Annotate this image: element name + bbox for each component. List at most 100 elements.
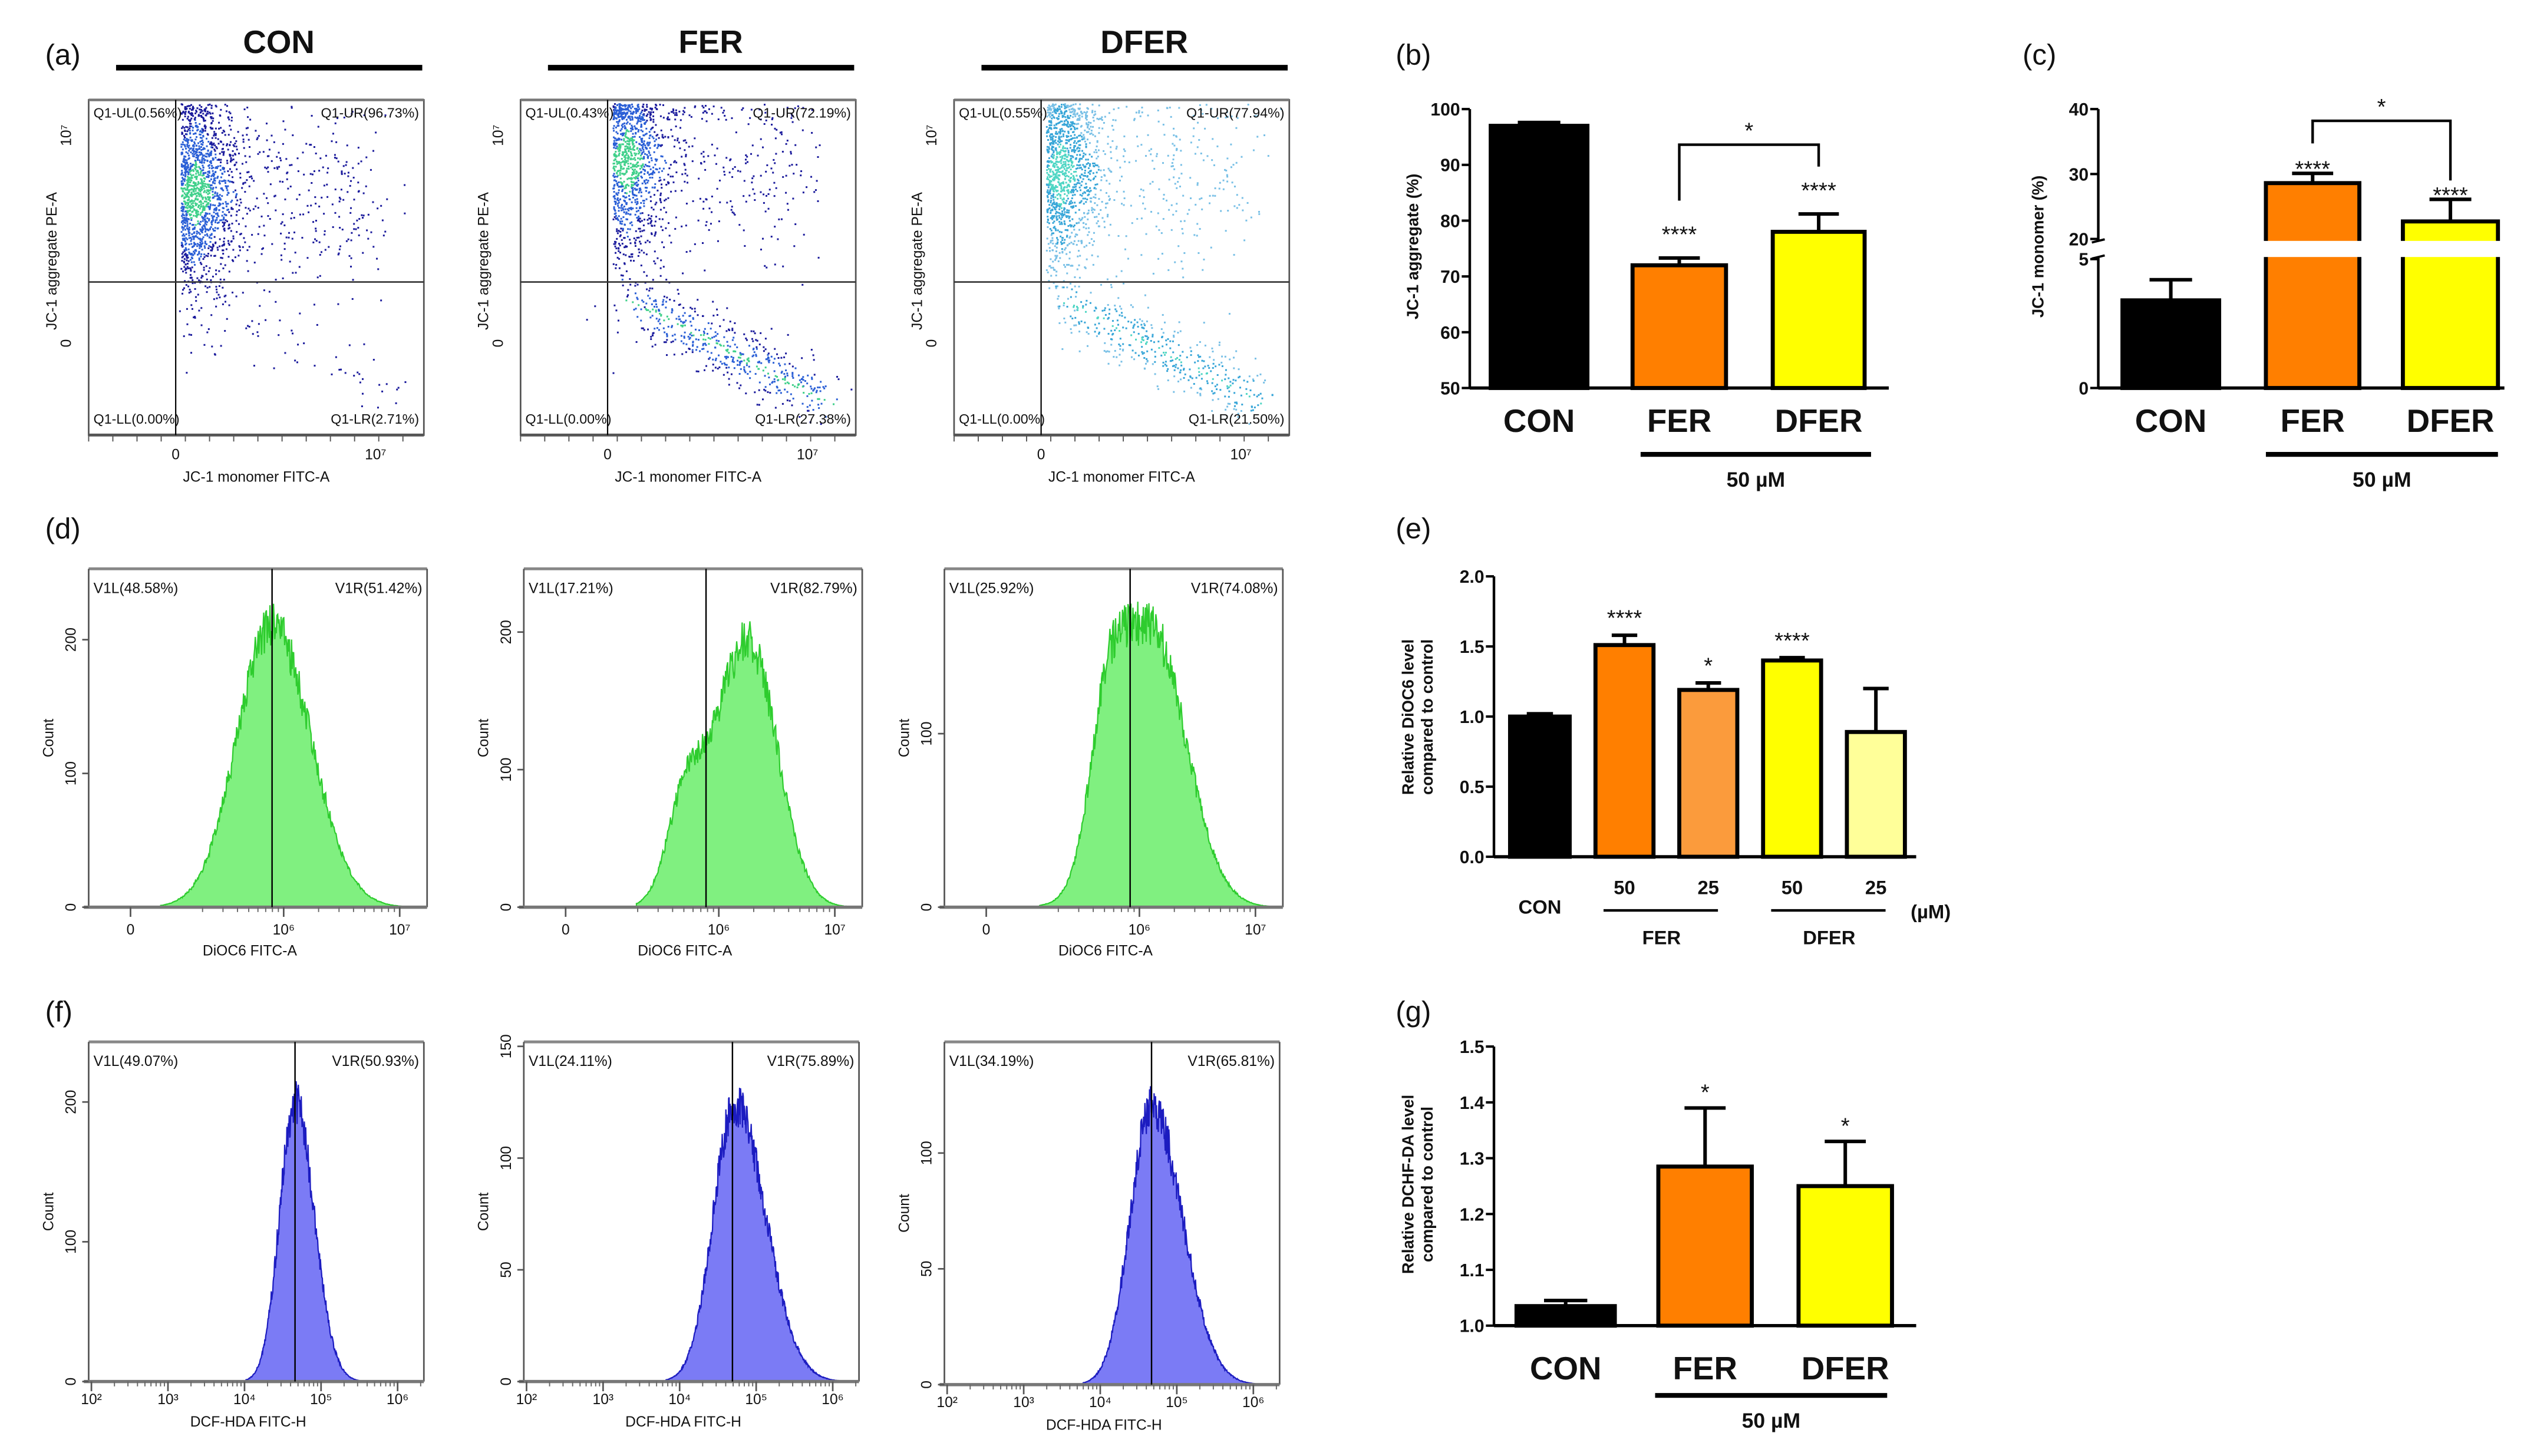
scatter-point [237, 223, 240, 225]
scatter-point [613, 200, 616, 203]
scatter-point [618, 119, 621, 121]
scatter-point [1053, 206, 1055, 208]
scatter-point [1078, 202, 1081, 204]
scatter-point [738, 364, 741, 367]
scatter-point [1101, 127, 1104, 130]
scatter-point [1092, 162, 1094, 164]
scatter-point [268, 148, 270, 151]
scatter-point [214, 144, 216, 147]
scatter-point [209, 234, 212, 236]
scatter-point [717, 368, 719, 370]
scatter-point [618, 154, 620, 157]
scatter-point [1083, 152, 1085, 154]
scatter-point [1197, 121, 1199, 124]
scatter-point [629, 110, 632, 113]
scatter-point [228, 211, 230, 213]
scatter-point [631, 142, 634, 144]
scatter-point [624, 173, 626, 175]
scatter-point [203, 117, 205, 120]
scatter-point [1100, 209, 1102, 211]
scatter-point [776, 387, 778, 389]
scatter-point [754, 199, 756, 202]
scatter-point [622, 207, 624, 209]
scatter-point [1081, 138, 1083, 141]
scatter-point [750, 108, 753, 111]
scatter-point [631, 154, 633, 157]
scatter-point [785, 174, 787, 177]
scatter-point [1052, 215, 1054, 217]
scatter-point [1125, 235, 1127, 237]
scatter-point [199, 133, 202, 136]
scatter-point [777, 389, 780, 392]
scatter-point [635, 210, 638, 213]
scatter-point [1078, 160, 1081, 162]
scatter-point [639, 189, 642, 191]
scatter-point [219, 140, 222, 143]
scatter-point [195, 156, 197, 159]
scatter-point [641, 126, 643, 128]
scatter-point [244, 155, 246, 157]
scatter-point [223, 240, 225, 243]
scatter-point [201, 128, 203, 130]
scatter-point [660, 201, 662, 203]
scatter-point [1090, 130, 1093, 132]
scatter-point [632, 136, 634, 138]
scatter-point [274, 194, 276, 197]
scatter-point [629, 105, 631, 108]
scatter-point [642, 151, 645, 153]
scatter-point [218, 285, 220, 288]
scatter-point [1084, 172, 1086, 174]
scatter-point [1094, 202, 1096, 204]
scatter-point [200, 114, 202, 117]
scatter-point [1107, 167, 1110, 170]
scatter-point [194, 126, 197, 128]
scatter-point [1113, 199, 1116, 202]
scatter-point [704, 169, 707, 171]
scatter-point [216, 217, 218, 219]
scatter-point [638, 150, 640, 152]
scatter-point [655, 134, 658, 137]
scatter-point [347, 238, 349, 240]
scatter-point [182, 270, 184, 273]
scatter-point [1082, 155, 1084, 157]
scatter-point [1061, 124, 1064, 126]
scatter-point [770, 167, 773, 170]
scatter-point [791, 114, 794, 117]
scatter-point [363, 114, 365, 117]
scatter-point [291, 164, 293, 166]
scatter-point [1058, 174, 1061, 176]
scatter-point [621, 173, 623, 175]
scatter-point [370, 231, 372, 233]
scatter-point [594, 305, 596, 308]
scatter-point [631, 124, 633, 127]
scatter-point [193, 245, 195, 247]
scatter-point [183, 138, 185, 141]
scatter-point [194, 163, 197, 165]
scatter-point [229, 144, 231, 147]
scatter-point [1078, 147, 1081, 150]
scatter-point [1053, 164, 1055, 166]
scatter-point [181, 226, 183, 228]
scatter-point [240, 233, 242, 235]
scatter-point [678, 315, 680, 318]
scatter-point [781, 402, 784, 405]
scatter-point [190, 126, 193, 128]
scatter-point [1172, 213, 1175, 216]
scatter-point [222, 143, 225, 146]
scatter-point [747, 373, 749, 375]
scatter-point [1062, 133, 1065, 136]
scatter-point [1063, 111, 1065, 114]
scatter-point [649, 107, 652, 110]
scatter-point [1047, 243, 1050, 245]
scatter-point [1241, 197, 1243, 199]
scatter-point [205, 200, 207, 203]
scatter-point [216, 159, 219, 161]
scatter-point [234, 143, 236, 145]
scatter-point [622, 275, 624, 277]
scatter-point [1047, 219, 1050, 221]
scatter-point [197, 204, 200, 207]
scatter-point [207, 196, 209, 198]
scatter-point [197, 206, 200, 209]
scatter-point [680, 325, 682, 327]
scatter-point [1080, 219, 1083, 221]
